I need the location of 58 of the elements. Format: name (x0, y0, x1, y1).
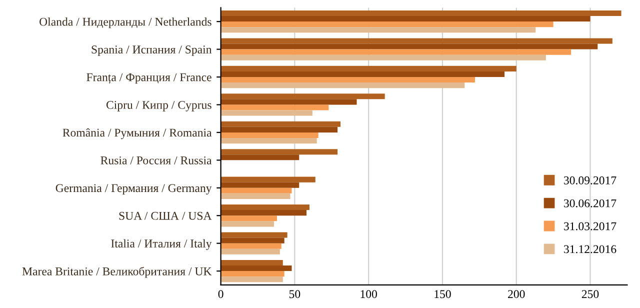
y-tick-label: Germania / Германия / Germany (56, 184, 212, 195)
bar (220, 66, 516, 72)
bar (220, 10, 622, 16)
x-tick-label: 0 (218, 290, 224, 298)
bar (220, 265, 292, 272)
bar (220, 138, 317, 144)
bar (220, 276, 283, 282)
bar (220, 16, 590, 22)
bar (220, 94, 385, 100)
bar (220, 44, 598, 50)
bar (220, 238, 284, 244)
bar (220, 154, 300, 160)
bar (220, 260, 283, 266)
x-tick-label: 150 (434, 290, 451, 298)
legend-label: 31.12.2016 (564, 245, 616, 254)
bar (220, 216, 277, 222)
bar (220, 271, 284, 277)
bar (220, 121, 341, 127)
bar (220, 22, 554, 28)
y-tick-label: Olanda / Нидерланды / Netherlands (40, 17, 212, 28)
x-tick-label: 50 (289, 290, 300, 298)
y-tick-label: Marea Britanie / Великобритания / UK (22, 266, 212, 278)
y-tick-label: Rusia / Россия / Russia (100, 156, 212, 164)
bar (220, 110, 312, 116)
y-tick-label: Franța / Франция / France (86, 73, 212, 84)
bar (220, 82, 465, 88)
x-tick-label: 250 (582, 290, 599, 298)
bar (220, 232, 288, 238)
legend-label: 30.06.2017 (564, 199, 616, 208)
bar (220, 221, 274, 227)
bar (220, 248, 280, 254)
bar (220, 188, 292, 194)
bar (220, 77, 475, 83)
y-tick-label: Italia / Италия / Italy (111, 239, 212, 250)
bar (220, 38, 612, 44)
bar (220, 204, 310, 210)
y-tick-label: Spania / Испания / Spain (92, 46, 212, 56)
y-tick-label: Cipru / Кипр / Cyprus (106, 100, 212, 112)
legend-label: 30.09.2017 (564, 176, 616, 184)
x-tick-label: 200 (508, 290, 525, 298)
bar (220, 193, 290, 199)
y-tick-label: SUA / США / USA (119, 212, 212, 220)
bar (220, 176, 316, 182)
bar (220, 149, 338, 155)
bar (220, 210, 307, 216)
bar (220, 132, 318, 138)
bar (220, 126, 338, 132)
bar (220, 71, 505, 77)
x-tick-label: 100 (360, 290, 377, 298)
legend-label: 31.03.2017 (564, 222, 616, 230)
bar (220, 27, 536, 33)
bar (220, 243, 282, 249)
bar (220, 49, 572, 55)
y-tick-label: România / Румыния / Romania (62, 128, 212, 140)
bar (220, 104, 329, 110)
bar (220, 182, 300, 188)
bar (220, 54, 546, 60)
bar (220, 99, 357, 105)
